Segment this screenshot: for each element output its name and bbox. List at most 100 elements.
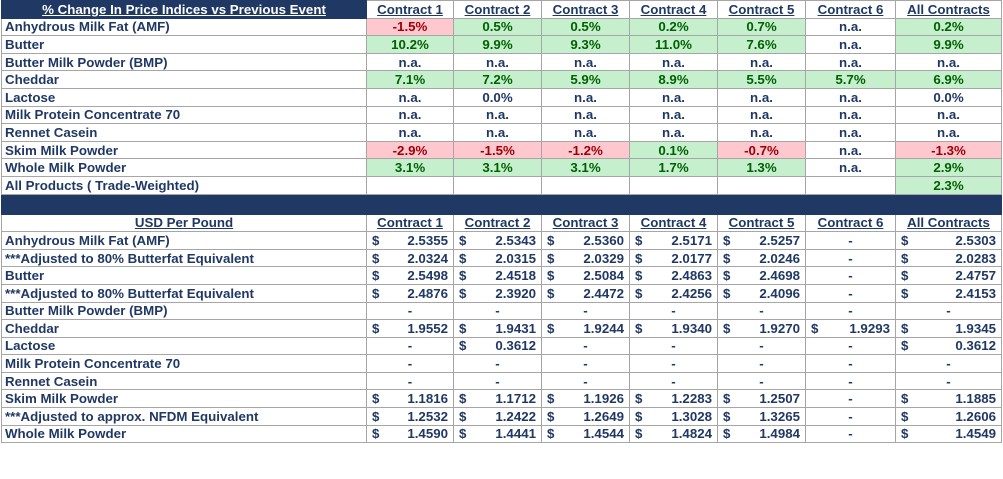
usd-value-cell: $1.2606 — [895, 407, 1002, 426]
price-value: 0.3612 — [955, 338, 996, 354]
column-header: All Contracts — [895, 213, 1002, 233]
empty-value-dash: - — [671, 373, 676, 389]
table-row: Butter Milk Powder (BMP) - - - - - - - — [1, 301, 1002, 321]
currency-symbol: $ — [901, 285, 909, 301]
usd-value-cell: - — [895, 354, 1002, 373]
column-header: Contract 2 — [453, 0, 542, 19]
price-value: 2.5303 — [955, 232, 996, 248]
pct-value-cell: n.a. — [895, 105, 1002, 125]
currency-symbol: $ — [547, 408, 555, 424]
table-row: Rennet Casein n.a. n.a. n.a. n.a. n.a. n.a. n.a… — [1, 123, 1002, 142]
pct-value-cell: n.a. — [717, 87, 806, 107]
pct-value-cell — [629, 175, 718, 195]
pct-value-cell — [541, 175, 630, 195]
usd-value-cell: - — [805, 248, 896, 268]
price-value: 2.0329 — [583, 250, 624, 266]
usd-value-cell: $2.0283 — [895, 248, 1002, 268]
currency-value: $0.3612 — [899, 338, 998, 353]
usd-value-cell: - — [895, 301, 1002, 321]
currency-value: $1.4544 — [545, 426, 626, 441]
currency-symbol: $ — [811, 320, 819, 336]
price-value: 2.5171 — [671, 232, 712, 248]
usd-value-cell: $2.0315 — [453, 248, 542, 268]
price-value: 2.0283 — [955, 250, 996, 266]
usd-value-cell: $1.4824 — [629, 424, 718, 444]
currency-symbol: $ — [635, 285, 643, 301]
usd-value-cell: - — [629, 354, 718, 373]
currency-value: $2.5360 — [545, 233, 626, 248]
currency-value: $1.9431 — [457, 321, 538, 336]
usd-value-cell: $2.4757 — [895, 266, 1002, 285]
currency-symbol: $ — [459, 320, 467, 336]
price-value: 1.3265 — [759, 408, 800, 424]
usd-value-cell: $2.5498 — [366, 266, 454, 285]
currency-symbol: $ — [372, 426, 380, 442]
currency-value: $1.1885 — [899, 391, 998, 406]
pct-value-cell: n.a. — [895, 52, 1002, 72]
usd-value-cell: - — [805, 231, 896, 250]
empty-value-dash: - — [848, 303, 853, 319]
empty-value-dash: - — [671, 338, 676, 354]
pct-value-cell: n.a. — [717, 52, 806, 72]
usd-value-cell: - — [366, 354, 454, 373]
price-value: 0.3612 — [495, 338, 536, 354]
currency-symbol: $ — [459, 285, 467, 301]
currency-symbol: $ — [723, 408, 731, 424]
pct-value-cell — [805, 175, 896, 195]
currency-value: $1.3265 — [721, 409, 802, 424]
usd-value-cell: - — [805, 371, 896, 391]
usd-value-cell: $2.0177 — [629, 248, 718, 268]
currency-symbol: $ — [901, 250, 909, 266]
table-row: Butter $2.5498 $2.4518 $2.5084 $2.4863 $2.469… — [1, 266, 1002, 285]
row-label: Butter Milk Powder (BMP) — [1, 52, 367, 72]
pct-value-cell — [717, 175, 806, 195]
pct-change-section: % Change In Price Indices vs Previous Ev… — [1, 0, 1002, 195]
column-header: Contract 1 — [366, 213, 454, 233]
usd-value-cell: - — [717, 336, 806, 356]
currency-value: $1.4824 — [633, 426, 714, 441]
usd-value-cell: $2.5343 — [453, 231, 542, 250]
currency-value: $1.2422 — [457, 409, 538, 424]
price-value: 2.5084 — [583, 268, 624, 284]
pct-value-cell: -1.5% — [366, 17, 454, 37]
column-header: Contract 6 — [805, 213, 896, 233]
currency-value: $1.4984 — [721, 426, 802, 441]
pct-value-cell: n.a. — [541, 123, 630, 142]
empty-value-dash: - — [848, 232, 853, 248]
currency-value: $2.5343 — [457, 233, 538, 248]
price-value: 2.0246 — [759, 250, 800, 266]
empty-value-dash: - — [848, 268, 853, 284]
pct-value-cell: n.a. — [629, 105, 718, 125]
pct-value-cell: n.a. — [805, 17, 896, 37]
usd-value-cell: $1.9552 — [366, 319, 454, 338]
price-value: 1.9293 — [849, 320, 890, 336]
currency-symbol: $ — [901, 338, 909, 354]
column-header: Contract 5 — [717, 0, 806, 19]
usd-value-cell: $2.5257 — [717, 231, 806, 250]
currency-symbol: $ — [901, 408, 909, 424]
empty-value-dash: - — [848, 373, 853, 389]
currency-symbol: $ — [459, 338, 467, 354]
price-value: 1.2606 — [955, 408, 996, 424]
pct-value-cell: n.a. — [629, 87, 718, 107]
currency-value: $1.2283 — [633, 391, 714, 406]
price-value: 1.2532 — [407, 408, 448, 424]
usd-value-cell: $2.4518 — [453, 266, 542, 285]
usd-value-cell: $1.2422 — [453, 407, 542, 426]
price-value: 2.4698 — [759, 268, 800, 284]
currency-value: $2.5171 — [633, 233, 714, 248]
price-value: 2.3920 — [495, 285, 536, 301]
usd-value-cell: $2.3920 — [453, 283, 542, 303]
pct-value-cell: n.a. — [629, 52, 718, 72]
pct-value-cell: n.a. — [541, 52, 630, 72]
empty-value-dash: - — [407, 338, 413, 354]
empty-value-dash: - — [407, 356, 413, 372]
empty-value-dash: - — [495, 373, 500, 389]
usd-value-cell: - — [895, 371, 1002, 391]
price-value: 1.4590 — [407, 426, 448, 442]
table-row: Skim Milk Powder -2.9% -1.5% -1.2% 0.1% -0.7%… — [1, 140, 1002, 160]
table-row: ***Adjusted to approx. NFDM Equivalent $1… — [1, 407, 1002, 426]
price-value: 2.5257 — [759, 232, 800, 248]
usd-value-cell: $2.4256 — [629, 283, 718, 303]
currency-value: $2.0315 — [457, 251, 538, 266]
